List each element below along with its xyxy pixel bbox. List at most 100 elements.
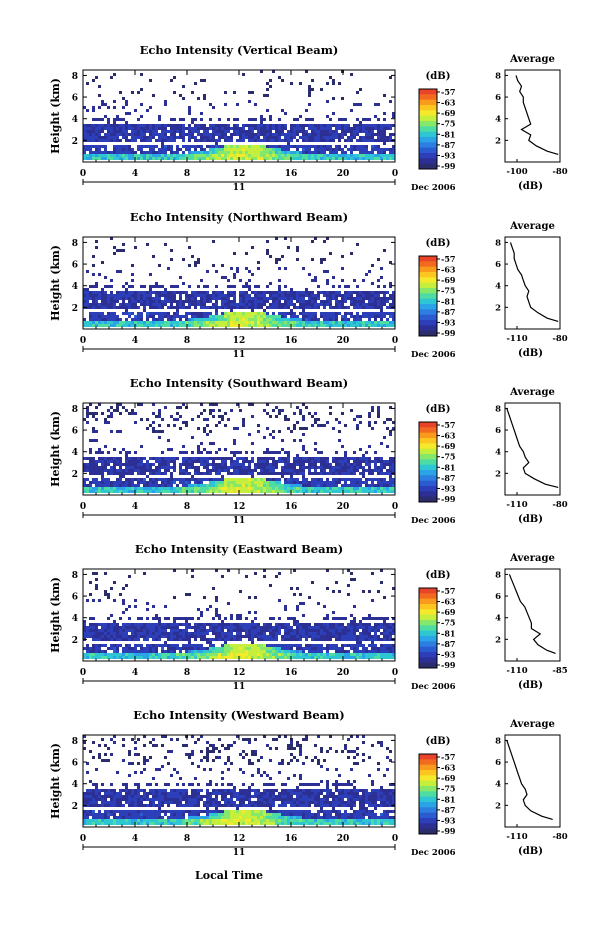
heat-cell: [251, 124, 254, 127]
heat-cell: [167, 424, 170, 427]
heat-cell: [92, 255, 95, 258]
heat-cell: [332, 276, 335, 279]
colorbar-segment: [419, 325, 437, 332]
heat-cell: [347, 285, 350, 288]
heat-cell: [110, 136, 113, 139]
heat-cell: [356, 487, 359, 490]
heat-cell: [356, 285, 359, 288]
heat-cell: [113, 303, 116, 306]
heat-cell: [230, 472, 233, 475]
heat-cell: [101, 315, 104, 318]
heat-cell: [278, 315, 281, 318]
heat-cell: [377, 472, 380, 475]
heat-cell: [233, 466, 236, 469]
heat-cell: [233, 451, 236, 454]
heat-cell: [305, 315, 308, 318]
heat-cell: [161, 457, 164, 460]
heat-cell: [350, 632, 353, 635]
heat-cell: [128, 321, 131, 324]
heat-cell: [263, 94, 266, 97]
heat-cell: [215, 139, 218, 142]
heat-cell: [275, 415, 278, 418]
heat-cell: [149, 288, 152, 291]
heat-cell: [113, 472, 116, 475]
heat-cell: [95, 632, 98, 635]
heat-cell: [98, 94, 101, 97]
avg-x-tick-label: -80: [552, 334, 567, 344]
heat-cell: [221, 318, 224, 321]
heat-cell: [110, 154, 113, 157]
heat-cell: [329, 406, 332, 409]
heat-cell: [218, 127, 221, 130]
heat-cell: [254, 139, 257, 142]
heat-cell: [320, 133, 323, 136]
heat-cell: [206, 451, 209, 454]
heat-cell: [83, 629, 86, 632]
heat-cell: [182, 472, 185, 475]
heat-cell: [113, 118, 116, 121]
heat-cell: [248, 490, 251, 493]
heat-cell: [86, 109, 89, 112]
heat-cell: [383, 118, 386, 121]
heat-cell: [113, 460, 116, 463]
heat-cell: [314, 466, 317, 469]
heat-cell: [242, 487, 245, 490]
heat-cell: [227, 478, 230, 481]
heat-cell: [155, 133, 158, 136]
heat-cell: [158, 430, 161, 433]
heat-cell: [260, 133, 263, 136]
heat-cell: [380, 463, 383, 466]
heat-cell: [161, 136, 164, 139]
heat-cell: [92, 315, 95, 318]
y-tick-label: 2: [72, 137, 78, 147]
heat-cell: [113, 581, 116, 584]
heat-cell: [269, 629, 272, 632]
heat-cell: [155, 481, 158, 484]
heat-cell: [371, 315, 374, 318]
heat-cell: [266, 472, 269, 475]
heat-cell: [155, 303, 158, 306]
heat-cell: [368, 626, 371, 629]
heat-cell: [185, 312, 188, 315]
heat-cell: [338, 118, 341, 121]
heat-cell: [302, 632, 305, 635]
heat-cell: [164, 288, 167, 291]
heat-cell: [359, 635, 362, 638]
heat-cell: [203, 457, 206, 460]
heat-cell: [275, 324, 278, 327]
heat-cell: [191, 145, 194, 148]
heat-cell: [272, 436, 275, 439]
heat-cell: [365, 460, 368, 463]
heat-cell: [290, 315, 293, 318]
colorbar-segment: [419, 314, 437, 321]
heat-cell: [101, 288, 104, 291]
heat-cell: [140, 324, 143, 327]
heat-cell: [149, 300, 152, 303]
heat-cell: [203, 324, 206, 327]
heat-cell: [275, 133, 278, 136]
heat-cell: [245, 130, 248, 133]
heat-cell: [122, 599, 125, 602]
heat-cell: [167, 617, 170, 620]
heat-cell: [230, 324, 233, 327]
heat-cell: [266, 151, 269, 154]
heat-cell: [338, 136, 341, 139]
heat-cell: [209, 297, 212, 300]
heat-cell: [392, 617, 395, 620]
heat-cell: [200, 635, 203, 638]
heat-cell: [203, 157, 206, 160]
heat-cell: [83, 457, 86, 460]
heat-cell: [155, 629, 158, 632]
heat-cell: [371, 629, 374, 632]
heat-cell: [392, 291, 395, 294]
heat-cell: [227, 315, 230, 318]
heat-cell: [302, 484, 305, 487]
heat-cell: [290, 469, 293, 472]
heat-cell: [212, 133, 215, 136]
heat-cell: [206, 638, 209, 641]
heat-cell: [161, 315, 164, 318]
heat-cell: [299, 644, 302, 647]
heat-cell: [338, 457, 341, 460]
heat-cell: [230, 481, 233, 484]
heat-cell: [137, 145, 140, 148]
